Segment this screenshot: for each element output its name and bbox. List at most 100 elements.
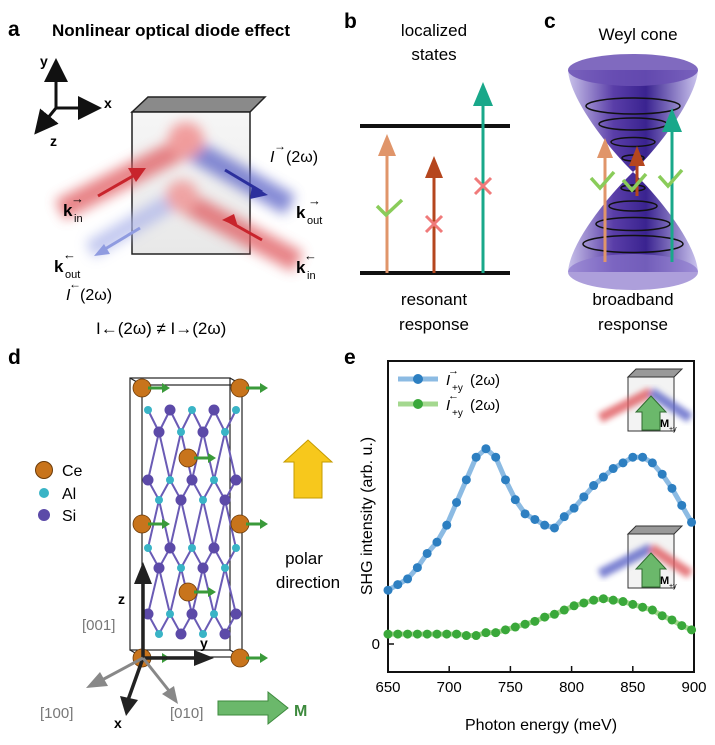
si-atom	[197, 426, 209, 438]
check-mark-b	[375, 198, 404, 218]
legend-forward-tail: (2ω)	[470, 372, 500, 389]
axis-y-label: y	[40, 53, 48, 69]
si-atom	[208, 542, 220, 554]
x-tick-label: 650	[375, 679, 400, 696]
data-point-series-0	[530, 514, 540, 524]
check-mark-c-2	[621, 172, 648, 193]
crystal-atoms	[132, 378, 268, 668]
data-point-series-1	[491, 628, 501, 638]
data-point-series-1	[510, 622, 520, 632]
k-in-right-label: k in →	[63, 191, 84, 225]
beam-glows	[55, 122, 304, 272]
transition-arrows-c	[597, 108, 682, 262]
si-atom	[186, 474, 198, 486]
si-atom	[197, 562, 209, 574]
moment-arrow-head	[208, 587, 216, 597]
diode-inequality: I←(2ω) ≠ I→(2ω)	[96, 319, 226, 338]
svg-text:in: in	[307, 270, 316, 282]
data-point-series-1	[569, 601, 579, 611]
weyl-cone-label: Weyl cone	[598, 25, 677, 44]
data-point-series-1	[442, 629, 452, 639]
data-point-series-0	[667, 483, 677, 493]
moment-arrow-head	[162, 519, 170, 529]
al-atom	[166, 476, 174, 484]
axis-y-letter: y	[200, 635, 208, 651]
data-point-series-0	[647, 458, 657, 468]
legend-marker-forward	[413, 374, 423, 384]
svg-text:←: ←	[63, 247, 76, 262]
y-tick-label: 0	[372, 636, 380, 653]
data-point-series-1	[530, 616, 540, 626]
legend-forward-main: I	[446, 372, 450, 389]
data-point-series-1	[628, 599, 638, 609]
si-atom	[208, 404, 220, 416]
data-point-series-0	[618, 458, 628, 468]
data-point-series-1	[540, 612, 550, 622]
data-point-series-0	[608, 464, 618, 474]
bond	[158, 567, 171, 615]
bond	[213, 567, 226, 615]
svg-text:←: ←	[69, 277, 81, 291]
svg-text:k: k	[296, 258, 306, 277]
legend-si-swatch	[38, 509, 50, 521]
al-atom	[232, 406, 240, 414]
data-point-series-0	[412, 563, 422, 573]
data-point-series-0	[452, 498, 462, 507]
si-atom	[175, 628, 187, 640]
bond	[158, 431, 171, 481]
al-atom	[188, 406, 196, 414]
bond	[147, 431, 160, 481]
k-out-right-label: k out →	[296, 193, 322, 227]
x-tick-label: 850	[620, 679, 645, 696]
data-point-series-1	[618, 597, 628, 607]
legend-backward-arrow: ←	[448, 390, 459, 402]
data-point-series-0	[520, 509, 530, 519]
data-point-series-0	[569, 503, 579, 513]
data-point-series-0	[491, 452, 501, 462]
axis-z-label: z	[50, 133, 57, 149]
plot-frame	[387, 360, 695, 673]
moment-arrow-head	[162, 383, 170, 393]
si-atom	[153, 562, 165, 574]
data-point-series-1	[579, 598, 589, 608]
magnetization-arrow	[217, 690, 289, 726]
cross-mark-b-1	[424, 214, 444, 234]
bond	[224, 499, 237, 549]
series-layer	[383, 444, 697, 641]
data-point-series-1	[520, 619, 530, 629]
bond	[180, 499, 193, 549]
x-axis-label: Photon energy (meV)	[465, 717, 617, 734]
check-mark-c-3	[657, 168, 684, 189]
svg-text:(2ω): (2ω)	[286, 149, 318, 166]
y-ticks: 0	[372, 636, 394, 653]
si-atom	[164, 404, 176, 416]
al-atom	[144, 406, 152, 414]
data-point-series-1	[501, 625, 511, 635]
data-point-series-1	[403, 629, 413, 639]
x-tick-label: 750	[498, 679, 523, 696]
moment-arrow-head	[260, 653, 268, 663]
svg-text:I: I	[66, 287, 71, 304]
legend-forward-arrow: →	[448, 365, 459, 377]
si-atom	[186, 608, 198, 620]
al-atom	[177, 428, 185, 436]
svg-text:in: in	[74, 213, 83, 225]
inset-backward-sub: +y	[669, 583, 677, 590]
panel-a: a Nonlinear optical diode effect y x z	[8, 18, 322, 338]
panel-d-letter: d	[8, 346, 21, 369]
legend-al-label: Al	[62, 486, 76, 503]
x-tick-label: 900	[681, 679, 706, 696]
panel-b: b localized states resonant response	[344, 10, 510, 334]
data-point-series-1	[383, 629, 393, 639]
panel-a-letter: a	[8, 18, 20, 41]
legend-ce-swatch	[35, 461, 53, 479]
data-point-series-0	[687, 517, 697, 527]
inset-forward: M +y	[597, 368, 693, 433]
polar-label-2: direction	[276, 573, 340, 592]
al-atom	[188, 544, 196, 552]
data-point-series-0	[559, 512, 569, 522]
svg-text:I: I	[270, 149, 275, 166]
svg-text:→: →	[71, 191, 84, 206]
data-point-series-0	[579, 492, 589, 502]
data-point-series-0	[461, 475, 471, 485]
